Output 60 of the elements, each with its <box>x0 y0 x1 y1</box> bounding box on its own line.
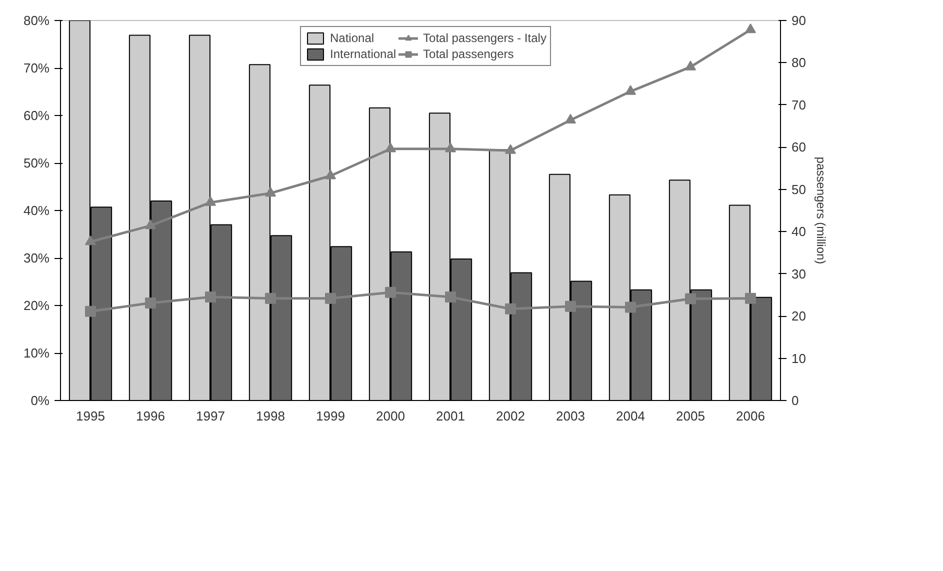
x-tick-label: 1995 <box>76 408 105 424</box>
point <box>325 292 336 304</box>
y2-tick-label: 50 <box>792 182 806 197</box>
point <box>565 114 576 124</box>
point <box>205 292 216 303</box>
point <box>85 306 96 317</box>
y2-tick-label: 80 <box>792 55 806 70</box>
x-tick-label: 2003 <box>556 408 585 424</box>
point <box>625 302 636 313</box>
point <box>445 292 456 303</box>
y-tick-label: 20% <box>23 298 50 313</box>
y-tick-label: 70% <box>23 60 50 76</box>
y-tick-label: 0% <box>30 393 50 408</box>
x-tick-label: 2000 <box>376 408 405 424</box>
y2-tick-label: 70 <box>792 97 806 112</box>
y2-tick-label: 10 <box>792 350 806 366</box>
point <box>625 85 636 95</box>
y2-tick-label: 0 <box>792 393 799 408</box>
y-tick-label: 80% <box>23 13 50 28</box>
x-tick-label: 2005 <box>676 408 705 424</box>
point <box>385 286 396 298</box>
point <box>445 142 456 152</box>
y-tick-label: 10% <box>23 346 50 360</box>
y-tick-label: 60% <box>23 108 50 123</box>
y2-tick-label: 60 <box>792 140 806 155</box>
point <box>745 292 756 304</box>
point <box>85 235 96 246</box>
x-tick-label: 2001 <box>436 408 465 424</box>
y2-tick-label: 90 <box>792 13 806 28</box>
y2-tick-label: 20 <box>792 308 806 324</box>
x-tick-label: 2002 <box>496 408 525 424</box>
legend-label: Total passengers - Italy <box>423 31 546 45</box>
y-tick-label: 40% <box>23 203 50 218</box>
point <box>685 293 696 304</box>
x-tick-label: 2006 <box>736 408 765 424</box>
legend-label: National <box>330 31 374 45</box>
x-tick-label: 2004 <box>616 408 645 424</box>
point <box>385 142 396 152</box>
x-tick-label: 1998 <box>256 408 285 424</box>
point <box>265 292 276 304</box>
y2-tick-label: 30 <box>792 266 806 282</box>
point <box>505 144 516 154</box>
point <box>685 60 696 70</box>
point <box>505 303 516 314</box>
y-tick-label: 30% <box>23 250 50 266</box>
point <box>565 300 576 312</box>
point <box>145 219 156 230</box>
y-tick-label: 50% <box>23 156 50 170</box>
x-tick-label: 1996 <box>136 408 165 424</box>
x-tick-label: 1997 <box>196 408 225 424</box>
point <box>745 24 756 34</box>
x-tick-label: 1999 <box>316 408 345 424</box>
point <box>205 196 216 206</box>
y2-tick-label: 40 <box>792 224 806 240</box>
legend-label: International <box>330 47 396 61</box>
y2-axis-title: passengers (million) <box>814 156 828 264</box>
point <box>265 186 276 197</box>
point <box>325 170 336 180</box>
point <box>145 297 156 308</box>
legend-label: Total passengers <box>423 47 514 61</box>
